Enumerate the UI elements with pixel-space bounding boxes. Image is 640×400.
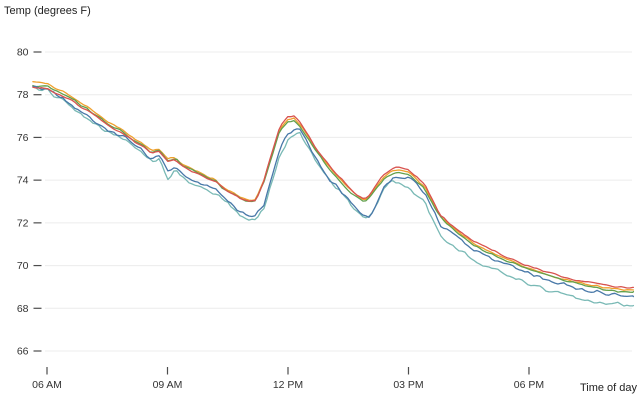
x-tick-label: 06 AM	[32, 379, 62, 391]
line-series-teal	[32, 86, 635, 307]
y-tick-label: 74	[17, 175, 29, 187]
x-axis-title: Time of day	[579, 382, 637, 394]
line-series-blue	[32, 85, 635, 298]
x-tick-label: 09 AM	[153, 379, 183, 391]
x-tick-label: 03 PM	[393, 379, 423, 391]
y-tick-label: 72	[17, 217, 29, 229]
x-tick-label: 06 PM	[514, 379, 544, 391]
y-tick-label: 70	[17, 260, 29, 272]
y-tick-label: 80	[17, 47, 29, 59]
line-series-green	[32, 84, 635, 293]
x-tick-label: 12 PM	[273, 379, 303, 391]
y-tick-label: 76	[17, 132, 29, 144]
y-tick-label: 78	[17, 89, 29, 101]
y-axis-title: Temp (degrees F)	[4, 5, 91, 17]
line-series-orange	[32, 81, 635, 291]
y-tick-label: 68	[17, 303, 29, 315]
y-tick-label: 66	[17, 346, 29, 358]
line-series-red	[32, 86, 635, 289]
